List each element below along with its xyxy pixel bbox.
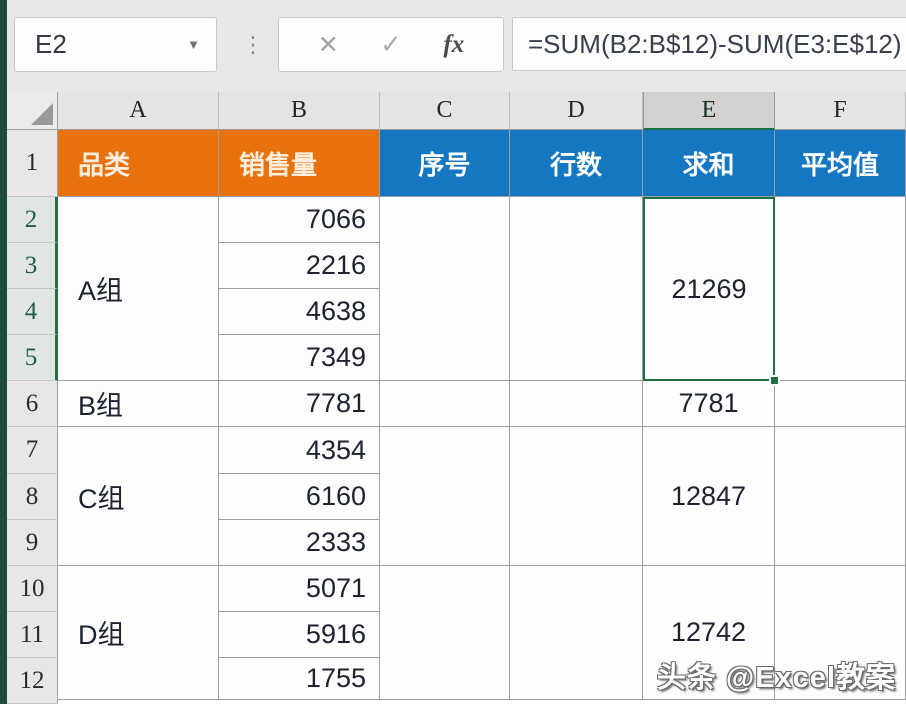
row-header-9[interactable]: 9 [7, 520, 58, 566]
row-header-7[interactable]: 7 [7, 427, 58, 474]
window-edge [0, 0, 7, 704]
column-header-b[interactable]: B [219, 92, 380, 130]
cell-b8[interactable]: 6160 [219, 474, 380, 520]
row-header-3[interactable]: 3 [7, 243, 58, 289]
column-header-e[interactable]: E [643, 92, 775, 130]
cell-d7-merged[interactable] [510, 427, 643, 566]
toolbar-separator-dots-icon: ⋮ [242, 31, 264, 57]
column-header-d[interactable]: D [510, 92, 643, 130]
cell-b5[interactable]: 7349 [219, 335, 380, 381]
cell-b11[interactable]: 5916 [219, 612, 380, 658]
row-header-10[interactable]: 10 [7, 566, 58, 612]
row-header-1[interactable]: 1 [7, 130, 58, 197]
cell-a7-merged[interactable]: C组 [58, 427, 219, 566]
formula-toolbar: E2 ▼ ⋮ ✕ ✓ fx =SUM(B2:B$12)-SUM(E3:E$12) [7, 0, 906, 92]
cell-b7[interactable]: 4354 [219, 427, 380, 474]
cell-a6[interactable]: B组 [58, 381, 219, 427]
select-all-triangle-icon [31, 103, 53, 125]
cell-c7-merged[interactable] [380, 427, 510, 566]
cell-a1[interactable]: 品类 [58, 130, 219, 197]
row-header-12[interactable]: 12 [7, 658, 58, 704]
cell-b9[interactable]: 2333 [219, 520, 380, 566]
cell-b4[interactable]: 4638 [219, 289, 380, 335]
cell-b10[interactable]: 5071 [219, 566, 380, 612]
cell-a2-merged[interactable]: A组 [58, 197, 219, 381]
cell-c1[interactable]: 序号 [380, 130, 510, 197]
column-header-a[interactable]: A [58, 92, 219, 130]
formula-bar[interactable]: =SUM(B2:B$12)-SUM(E3:E$12) [512, 17, 906, 71]
formula-buttons: ✕ ✓ fx [278, 17, 504, 72]
cell-e10-merged[interactable]: 12742 [643, 566, 775, 700]
fill-handle[interactable] [769, 375, 780, 386]
cell-f2-merged[interactable] [775, 197, 906, 381]
cell-b12[interactable]: 1755 [219, 658, 380, 700]
column-header-c[interactable]: C [380, 92, 510, 130]
cell-b6[interactable]: 7781 [219, 381, 380, 427]
cell-e6[interactable]: 7781 [643, 381, 775, 427]
chevron-down-icon[interactable]: ▼ [187, 37, 200, 52]
cell-c10-merged[interactable] [380, 566, 510, 700]
cell-f10-merged[interactable] [775, 566, 906, 700]
cell-f6[interactable] [775, 381, 906, 427]
cell-c2-merged[interactable] [380, 197, 510, 381]
name-box-value: E2 [35, 29, 67, 59]
column-header-f[interactable]: F [775, 92, 906, 130]
cell-d6[interactable] [510, 381, 643, 427]
name-box[interactable]: E2 ▼ [14, 17, 217, 72]
cell-f7-merged[interactable] [775, 427, 906, 566]
cell-e1[interactable]: 求和 [643, 130, 775, 197]
row-header-4[interactable]: 4 [7, 289, 58, 335]
cancel-icon[interactable]: ✕ [317, 30, 339, 59]
row-header-8[interactable]: 8 [7, 474, 58, 520]
cell-f1[interactable]: 平均值 [775, 130, 906, 197]
cell-a10-merged[interactable]: D组 [58, 566, 219, 700]
cell-b3[interactable]: 2216 [219, 243, 380, 289]
insert-function-icon[interactable]: fx [443, 30, 465, 58]
row-header-11[interactable]: 11 [7, 612, 58, 658]
watermark: 头条 @Excel教案 [656, 662, 896, 694]
cell-d1[interactable]: 行数 [510, 130, 643, 197]
confirm-icon[interactable]: ✓ [380, 29, 402, 59]
cell-e7-merged[interactable]: 12847 [643, 427, 775, 566]
cell-b2[interactable]: 7066 [219, 197, 380, 243]
cell-e2-merged-selected[interactable]: 21269 [643, 197, 775, 381]
select-all-corner[interactable] [7, 92, 58, 130]
formula-text: =SUM(B2:B$12)-SUM(E3:E$12) [528, 28, 902, 59]
row-header-6[interactable]: 6 [7, 381, 58, 427]
row-header-5[interactable]: 5 [7, 335, 58, 381]
cell-b1[interactable]: 销售量 [219, 130, 380, 197]
cell-d10-merged[interactable] [510, 566, 643, 700]
row-header-2[interactable]: 2 [7, 197, 58, 243]
cell-d2-merged[interactable] [510, 197, 643, 381]
cell-c6[interactable] [380, 381, 510, 427]
